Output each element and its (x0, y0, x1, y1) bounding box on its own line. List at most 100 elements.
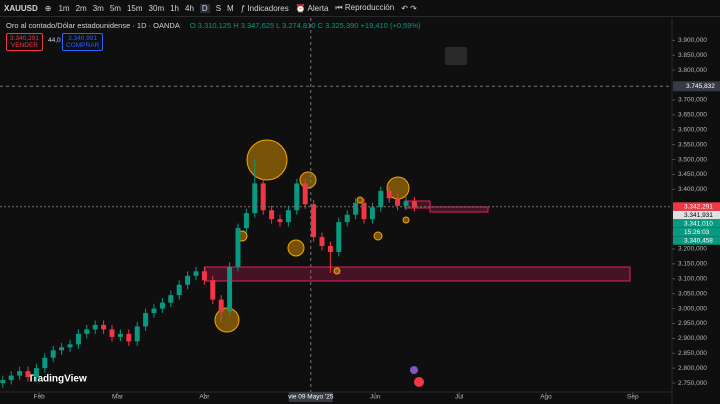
y-tick-label: 3.000,000 (678, 305, 707, 312)
interval[interactable]: M (227, 3, 234, 13)
candle-body (92, 324, 98, 330)
circle (214, 307, 240, 333)
price-label: 3.341,010 (684, 220, 713, 227)
candle-body (117, 333, 123, 337)
alert-label[interactable]: Alerta (307, 3, 329, 13)
annotations (214, 139, 410, 333)
candle-body (218, 299, 224, 312)
candle-body (17, 371, 23, 376)
candle-body (210, 280, 216, 300)
candle-body (386, 190, 392, 199)
candle (403, 196, 409, 211)
interval[interactable]: 15m (126, 3, 143, 13)
interval[interactable]: 4h (185, 3, 194, 13)
candle (8, 371, 14, 385)
circle (299, 171, 317, 189)
legend-ohlc: O 3.310,125 H 3.347,625 L 3.274,810 C 3.… (189, 21, 421, 30)
y-tick-label: 3.600,000 (678, 126, 707, 133)
candle-body (260, 183, 266, 211)
candle (344, 210, 350, 227)
y-tick-label: 3.800,000 (678, 67, 707, 74)
candle-body (25, 371, 31, 378)
candle (109, 324, 115, 342)
candle (336, 217, 342, 257)
candle (411, 196, 417, 212)
event-icon[interactable] (414, 377, 424, 387)
interval[interactable]: 3m (92, 3, 104, 13)
y-tick-label: 3.400,000 (678, 186, 707, 193)
candle (33, 363, 39, 382)
x-tick-label: Feb (34, 394, 46, 401)
candle (185, 271, 191, 290)
candle (353, 198, 359, 220)
y-tick-label: 2.800,000 (678, 365, 707, 372)
candle (243, 208, 249, 233)
interval[interactable]: 30m (148, 3, 165, 13)
interval[interactable]: 1m (58, 3, 70, 13)
drawing-tool[interactable] (445, 47, 467, 65)
x-tick-label: Sep (627, 394, 639, 401)
candle (101, 320, 107, 334)
symbol[interactable]: XAUUSD (4, 3, 38, 13)
sell-button[interactable]: 3.340,291 VENDER (6, 33, 43, 51)
candle-body (42, 357, 48, 369)
candle-body (327, 245, 333, 252)
candle (0, 375, 6, 388)
indicators[interactable]: ƒ Indicadores (240, 3, 289, 13)
candle-body (252, 183, 258, 214)
undo[interactable]: ↶ ↷ (401, 3, 417, 13)
price-label-bg (673, 236, 720, 245)
add[interactable]: ⊕ (44, 3, 52, 13)
interval[interactable]: 2m (75, 3, 87, 13)
interval[interactable]: 1h (170, 3, 180, 13)
replay[interactable]: ⏮ Reproducción (335, 3, 395, 12)
price-label-bg (673, 202, 720, 211)
interval[interactable]: 5m (109, 3, 121, 13)
interval[interactable]: S (215, 3, 222, 13)
candle-body (67, 344, 73, 348)
y-tick-label: 2.950,000 (678, 320, 707, 327)
candle-body (243, 213, 249, 229)
candle (126, 329, 132, 346)
buy-button[interactable]: 3.340,991 COMPRAR (62, 33, 104, 51)
y-tick-label: 3.050,000 (678, 290, 707, 297)
candle-body (176, 284, 182, 296)
event-icon[interactable] (410, 366, 418, 374)
sell-label[interactable]: VENDER (10, 42, 38, 49)
candle-body (369, 207, 375, 220)
price-label: 3.341,931 (684, 212, 713, 219)
candle-body (336, 222, 342, 252)
indicators-label[interactable]: Indicadores (247, 3, 289, 13)
candle-body (168, 295, 174, 303)
sell-price[interactable]: 3.340,291 (10, 35, 39, 42)
candle (176, 280, 182, 300)
circle (373, 231, 383, 241)
crosshair-y-label: 3.745,832 (686, 83, 715, 90)
legend-name: Oro al contado/Dólar estadounidense · 1D… (6, 21, 180, 30)
interval[interactable]: D (199, 3, 210, 13)
replay-label[interactable]: Reproducción (344, 3, 395, 12)
y-tick-label: 2.750,000 (678, 380, 707, 387)
spread: 44,0 (48, 37, 61, 44)
candle (193, 266, 199, 281)
price-label: 3.340,458 (684, 237, 713, 244)
buy-price[interactable]: 3.340,991 (68, 35, 98, 42)
countdown-bg (673, 227, 720, 237)
y-tick-label: 3.200,000 (678, 246, 707, 253)
candle (17, 366, 23, 381)
candle (311, 199, 317, 242)
y-tick-label: 3.100,000 (678, 275, 707, 282)
y-tick-label: 3.450,000 (678, 171, 707, 178)
candle-body (235, 228, 241, 267)
logo: TradingView (28, 374, 87, 385)
candle (25, 366, 31, 382)
circle (356, 196, 364, 204)
candle-body (302, 183, 308, 205)
candle-body (353, 202, 359, 215)
candle (218, 295, 224, 322)
buy-label[interactable]: COMPRAR (66, 42, 100, 49)
crosshair-x-label-bg (288, 392, 333, 402)
x-tick-label: Mar (112, 394, 124, 401)
alert[interactable]: ⏰ Alerta (295, 3, 329, 13)
